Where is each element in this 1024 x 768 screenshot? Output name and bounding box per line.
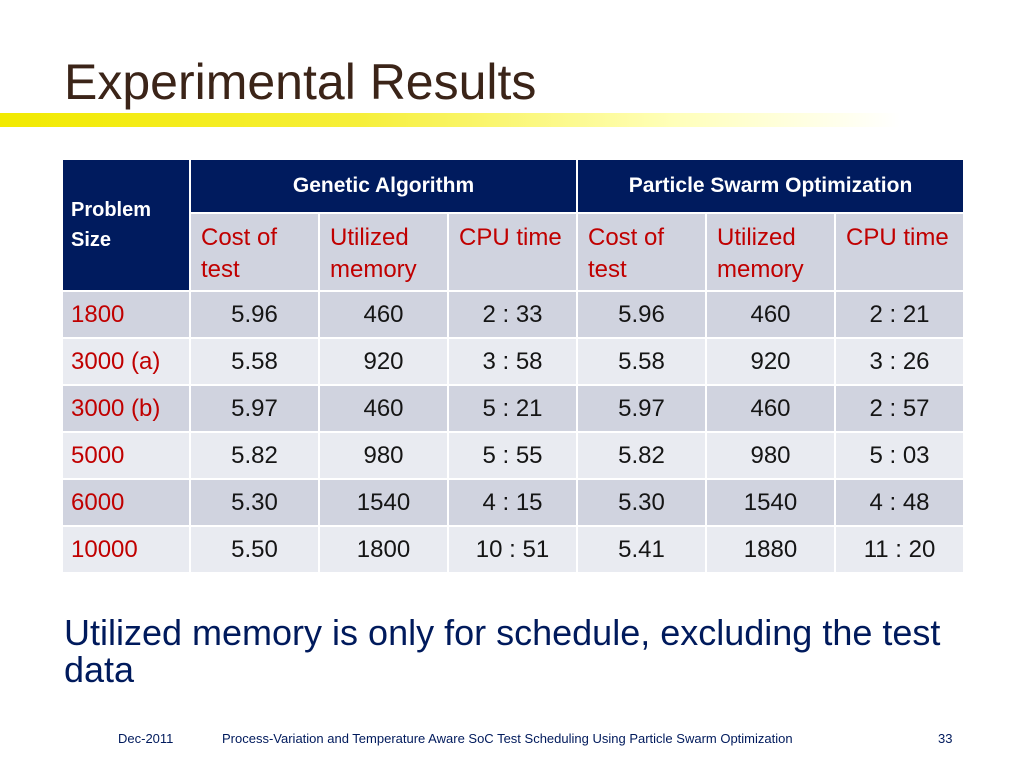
ga-cpu-cell: 4 : 15 (449, 480, 576, 525)
footer-page-number: 33 (938, 731, 953, 746)
problem-size-cell: 5000 (63, 433, 189, 478)
problem-size-header: Problem Size (63, 160, 189, 290)
problem-size-cell: 3000 (b) (63, 386, 189, 431)
ga-cpu-header: CPU time (449, 214, 576, 290)
pso-cpu-cell: 11 : 20 (836, 527, 963, 572)
table-row: 3000 (a) 5.58 920 3 : 58 5.58 920 3 : 26 (63, 339, 963, 384)
slide-title: Experimental Results (64, 54, 537, 110)
pso-memory-header: Utilized memory (707, 214, 834, 290)
ga-cpu-cell: 5 : 55 (449, 433, 576, 478)
ga-cost-cell: 5.82 (191, 433, 318, 478)
pso-cpu-cell: 4 : 48 (836, 480, 963, 525)
genetic-algorithm-header: Genetic Algorithm (191, 160, 576, 212)
pso-memory-cell: 1880 (707, 527, 834, 572)
pso-cost-cell: 5.96 (578, 292, 705, 337)
pso-cost-cell: 5.41 (578, 527, 705, 572)
ga-cpu-cell: 5 : 21 (449, 386, 576, 431)
pso-memory-cell: 980 (707, 433, 834, 478)
pso-cpu-cell: 2 : 57 (836, 386, 963, 431)
table-row: 5000 5.82 980 5 : 55 5.82 980 5 : 03 (63, 433, 963, 478)
pso-cpu-cell: 2 : 21 (836, 292, 963, 337)
title-underline-bar (0, 113, 900, 127)
problem-size-cell: 10000 (63, 527, 189, 572)
problem-size-cell: 3000 (a) (63, 339, 189, 384)
ga-cpu-cell: 2 : 33 (449, 292, 576, 337)
pso-cost-cell: 5.58 (578, 339, 705, 384)
ga-memory-header: Utilized memory (320, 214, 447, 290)
pso-memory-cell: 460 (707, 386, 834, 431)
pso-memory-cell: 460 (707, 292, 834, 337)
ga-memory-cell: 1540 (320, 480, 447, 525)
pso-memory-cell: 920 (707, 339, 834, 384)
ga-memory-cell: 980 (320, 433, 447, 478)
ga-cost-cell: 5.96 (191, 292, 318, 337)
pso-cost-cell: 5.30 (578, 480, 705, 525)
table-sub-header-row: Cost of test Utilized memory CPU time Co… (63, 214, 963, 290)
table-row: 10000 5.50 1800 10 : 51 5.41 1880 11 : 2… (63, 527, 963, 572)
ga-cost-cell: 5.97 (191, 386, 318, 431)
pso-cost-header: Cost of test (578, 214, 705, 290)
pso-cpu-header: CPU time (836, 214, 963, 290)
results-table: Problem Size Genetic Algorithm Particle … (61, 158, 965, 574)
ga-cost-header: Cost of test (191, 214, 318, 290)
pso-cpu-cell: 5 : 03 (836, 433, 963, 478)
ga-cpu-cell: 10 : 51 (449, 527, 576, 572)
ga-memory-cell: 920 (320, 339, 447, 384)
pso-cost-cell: 5.97 (578, 386, 705, 431)
table-row: 6000 5.30 1540 4 : 15 5.30 1540 4 : 48 (63, 480, 963, 525)
ga-cost-cell: 5.30 (191, 480, 318, 525)
footer-paper-title: Process-Variation and Temperature Aware … (222, 731, 793, 746)
ga-cost-cell: 5.50 (191, 527, 318, 572)
ga-memory-cell: 460 (320, 386, 447, 431)
ga-cpu-cell: 3 : 58 (449, 339, 576, 384)
pso-header: Particle Swarm Optimization (578, 160, 963, 212)
pso-cost-cell: 5.82 (578, 433, 705, 478)
ga-memory-cell: 1800 (320, 527, 447, 572)
ga-cost-cell: 5.58 (191, 339, 318, 384)
ga-memory-cell: 460 (320, 292, 447, 337)
pso-memory-cell: 1540 (707, 480, 834, 525)
problem-size-cell: 6000 (63, 480, 189, 525)
table-row: 3000 (b) 5.97 460 5 : 21 5.97 460 2 : 57 (63, 386, 963, 431)
pso-cpu-cell: 3 : 26 (836, 339, 963, 384)
table-row: 1800 5.96 460 2 : 33 5.96 460 2 : 21 (63, 292, 963, 337)
footer-date: Dec-2011 (118, 731, 174, 746)
table-group-header-row: Problem Size Genetic Algorithm Particle … (63, 160, 963, 290)
problem-size-cell: 1800 (63, 292, 189, 337)
memory-note: Utilized memory is only for schedule, ex… (64, 612, 941, 690)
